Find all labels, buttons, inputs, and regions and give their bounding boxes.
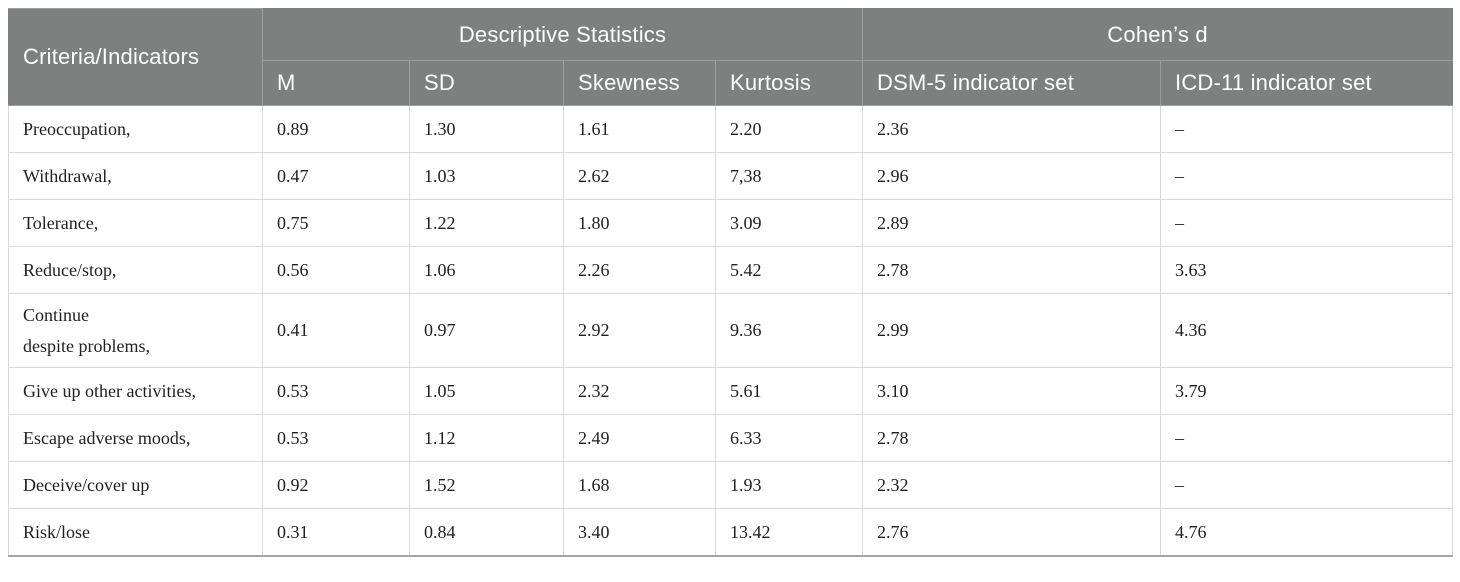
- dsm5-cohens-d-cell: 2.99: [862, 292, 1162, 369]
- kurtosis-cell: 5.61: [714, 367, 864, 416]
- mean-cell: 0.89: [262, 105, 410, 153]
- group-header-cohens-d: Cohen’s d: [862, 8, 1454, 61]
- sd-cell: 1.05: [409, 367, 564, 416]
- dsm5-cohens-d-cell: 2.89: [862, 199, 1162, 247]
- column-header-icd11-indicator-set: ICD-11 indicator set: [1160, 60, 1454, 106]
- kurtosis-cell: 9.36: [714, 292, 864, 369]
- dsm5-cohens-d-cell: 2.76: [862, 508, 1162, 557]
- icd11-cohens-d-cell: 4.36: [1160, 292, 1454, 369]
- sd-cell: 0.97: [409, 292, 564, 369]
- icd11-cohens-d-cell: 3.79: [1160, 367, 1454, 416]
- icd11-cohens-d-cell: 3.63: [1160, 246, 1454, 294]
- dsm5-cohens-d-cell: 3.10: [862, 367, 1162, 416]
- table-row: Withdrawal, 0.47 1.03 2.62 7,38 2.96 –: [8, 152, 1454, 200]
- kurtosis-cell: 6.33: [714, 414, 864, 463]
- skewness-cell: 2.92: [563, 292, 716, 369]
- table-body: Preoccupation, 0.89 1.30 1.61 2.20 2.36 …: [8, 105, 1454, 557]
- table-header: Criteria/Indicators Descriptive Statisti…: [8, 8, 1454, 106]
- group-header-descriptive-statistics: Descriptive Statistics: [261, 8, 864, 61]
- icd11-cohens-d-cell: 4.76: [1160, 508, 1454, 557]
- icd11-cohens-d-cell: –: [1160, 105, 1454, 153]
- skewness-cell: 2.49: [563, 414, 716, 463]
- mean-cell: 0.53: [262, 367, 410, 416]
- dsm5-cohens-d-cell: 2.36: [862, 105, 1162, 153]
- table-row: Escape adverse moods, 0.53 1.12 2.49 6.3…: [8, 414, 1454, 463]
- criteria-cell: Continue despite problems,: [8, 292, 263, 369]
- skewness-cell: 2.62: [563, 152, 716, 200]
- sd-cell: 1.52: [409, 461, 564, 510]
- icd11-cohens-d-cell: –: [1160, 152, 1454, 200]
- mean-cell: 0.53: [262, 414, 410, 463]
- icd11-cohens-d-cell: –: [1160, 461, 1454, 510]
- table-row: Tolerance, 0.75 1.22 1.80 3.09 2.89 –: [8, 199, 1454, 247]
- table-row: Preoccupation, 0.89 1.30 1.61 2.20 2.36 …: [8, 105, 1454, 153]
- dsm5-cohens-d-cell: 2.32: [862, 461, 1162, 510]
- icd11-cohens-d-cell: –: [1160, 414, 1454, 463]
- column-header-sd: SD: [409, 60, 564, 106]
- kurtosis-cell: 2.20: [714, 105, 864, 153]
- column-header-m: M: [262, 60, 410, 106]
- table-row: Continue despite problems, 0.41 0.97 2.9…: [8, 292, 1454, 369]
- sd-cell: 1.06: [409, 246, 564, 294]
- criteria-cell: Reduce/stop,: [8, 246, 263, 294]
- sd-cell: 1.12: [409, 414, 564, 463]
- sd-cell: 0.84: [409, 508, 564, 557]
- mean-cell: 0.47: [262, 152, 410, 200]
- mean-cell: 0.92: [262, 461, 410, 510]
- skewness-cell: 3.40: [563, 508, 716, 557]
- statistics-table: Criteria/Indicators Descriptive Statisti…: [8, 8, 1454, 557]
- criteria-cell: Tolerance,: [8, 199, 263, 247]
- skewness-cell: 2.26: [563, 246, 716, 294]
- kurtosis-cell: 13.42: [714, 508, 864, 557]
- table-row: Reduce/stop, 0.56 1.06 2.26 5.42 2.78 3.…: [8, 246, 1454, 294]
- page: Criteria/Indicators Descriptive Statisti…: [8, 8, 1454, 557]
- dsm5-cohens-d-cell: 2.78: [862, 414, 1162, 463]
- skewness-cell: 1.80: [563, 199, 716, 247]
- column-header-skewness: Skewness: [563, 60, 716, 106]
- table-row: Give up other activities, 0.53 1.05 2.32…: [8, 367, 1454, 416]
- skewness-cell: 1.61: [563, 105, 716, 153]
- icd11-cohens-d-cell: –: [1160, 199, 1454, 247]
- table-row: Risk/lose 0.31 0.84 3.40 13.42 2.76 4.76: [8, 508, 1454, 557]
- mean-cell: 0.56: [262, 246, 410, 294]
- mean-cell: 0.31: [262, 508, 410, 557]
- mean-cell: 0.41: [262, 292, 410, 369]
- sd-cell: 1.22: [409, 199, 564, 247]
- kurtosis-cell: 1.93: [714, 461, 864, 510]
- skewness-cell: 1.68: [563, 461, 716, 510]
- table-row: Deceive/cover up 0.92 1.52 1.68 1.93 2.3…: [8, 461, 1454, 510]
- criteria-cell: Risk/lose: [8, 508, 263, 557]
- sd-cell: 1.03: [409, 152, 564, 200]
- kurtosis-cell: 5.42: [714, 246, 864, 294]
- dsm5-cohens-d-cell: 2.78: [862, 246, 1162, 294]
- column-header-kurtosis: Kurtosis: [714, 60, 864, 106]
- criteria-cell: Preoccupation,: [8, 105, 263, 153]
- kurtosis-cell: 7,38: [714, 152, 864, 200]
- criteria-cell: Escape adverse moods,: [8, 414, 263, 463]
- column-header-dsm5-indicator-set: DSM-5 indicator set: [862, 60, 1162, 106]
- column-header-criteria-indicators: Criteria/Indicators: [8, 8, 263, 106]
- skewness-cell: 2.32: [563, 367, 716, 416]
- criteria-cell: Deceive/cover up: [8, 461, 263, 510]
- dsm5-cohens-d-cell: 2.96: [862, 152, 1162, 200]
- mean-cell: 0.75: [262, 199, 410, 247]
- sd-cell: 1.30: [409, 105, 564, 153]
- kurtosis-cell: 3.09: [714, 199, 864, 247]
- criteria-cell: Withdrawal,: [8, 152, 263, 200]
- criteria-cell: Give up other activities,: [8, 367, 263, 416]
